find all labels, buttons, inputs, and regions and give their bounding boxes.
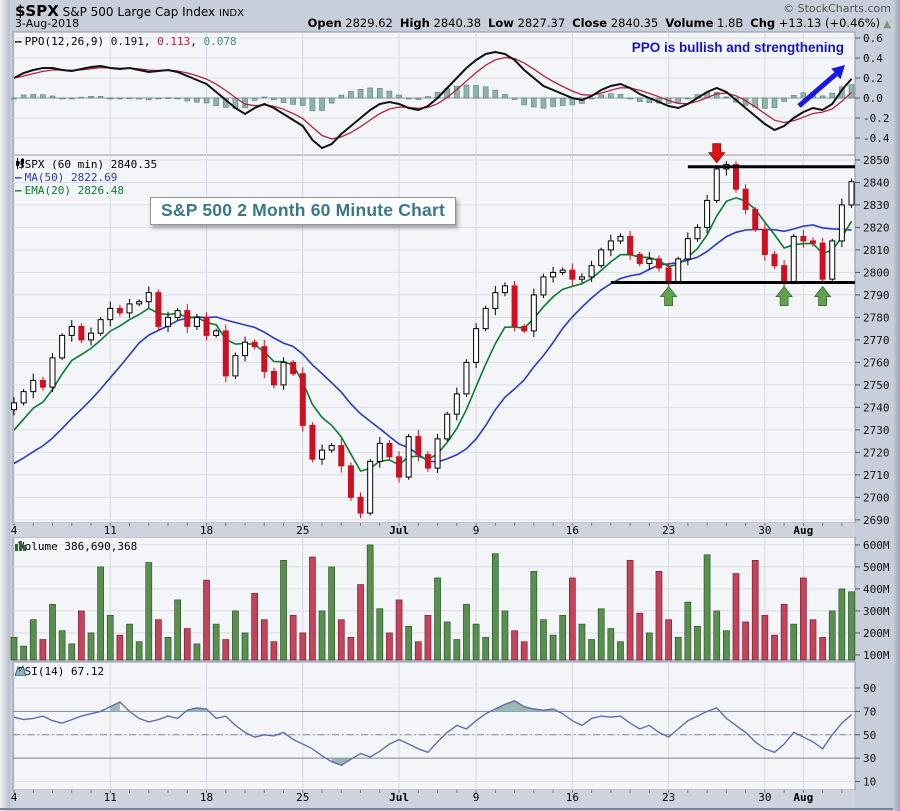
chart-date: 3-Aug-2018 [15,17,80,30]
quote-summary: Open 2829.62 High 2840.38 Low 2827.37 Close… [301,16,891,30]
y-axis-label: 2700 [863,491,890,504]
x-axis-label: 23 [662,524,675,537]
y-axis-label: -0.2 [863,112,890,125]
y-axis-label: 2690 [863,514,890,527]
change-up-triangle-icon: ▲ [880,19,891,30]
y-axis-label: 10 [863,776,876,789]
price-label-text: $SPX (60 min) 2840.35 [18,158,158,171]
rsi-label: RSI(14) 67.12 [15,665,104,678]
page-right-edge [893,0,900,811]
y-axis-label: 2730 [863,424,890,437]
ma50-label: — MA(50) 2822.69 [15,171,117,184]
y-axis-label: 2840 [863,176,890,189]
x-axis-label: 16 [566,791,579,804]
quote-high-label: High [399,16,430,30]
quote-chg-label: Chg [750,16,776,30]
x-axis-label: 4 [11,791,18,804]
page-left-edge [0,0,10,811]
ma50-text: MA(50) 2822.69 [24,171,118,184]
ppo-annotation-text: PPO is bullish and strengthening [631,40,844,55]
y-axis-label: -0.4 [863,132,890,145]
y-axis-label: 2790 [863,289,890,302]
quote-close-value: 2840.35 [607,16,659,30]
x-axis-label: 25 [296,791,309,804]
quote-close-label: Close [572,16,608,30]
x-axis-label: 16 [566,524,579,537]
x-axis-label: 9 [473,524,480,537]
y-axis-label: 2770 [863,334,890,347]
y-axis-label: 2760 [863,356,890,369]
y-axis-label: 300M [863,605,890,618]
ppo-value-main: 0.191 [110,35,144,48]
x-axis-label: 18 [200,524,213,537]
x-axis-label: 30 [758,791,771,804]
y-axis-label: 2830 [863,199,890,212]
ema20-swatch: — [15,184,22,197]
y-axis-label: 70 [863,705,876,718]
ticker-name: S&P 500 Large Cap Index [62,5,216,19]
price-label: $SPX (60 min) 2840.35 [15,158,157,171]
ppo-line-swatch: — [15,35,22,48]
volume-label-text: Volume 386,690,368 [18,540,138,553]
x-axis-label: 9 [473,791,480,804]
x-axis-label: Jul [389,791,409,804]
x-axis-label: Aug [793,524,813,537]
quote-volume-value: 1.8B [713,16,744,30]
ema20-text: EMA(20) 2826.48 [24,184,124,197]
quote-volume-label: Volume [665,16,714,30]
ppo-value-signal: 0.113 [157,35,191,48]
y-axis-label: 2810 [863,244,890,257]
ticker-symbol: $SPX [15,2,59,20]
x-axis-label: 18 [200,791,213,804]
quote-low-label: Low [488,16,514,30]
y-axis-label: 90 [863,682,876,695]
quote-open-value: 2829.62 [341,16,393,30]
y-axis-label: 50 [863,729,876,742]
quote-chg-value: +13.13 (+0.46%) [775,16,881,30]
ppo-label: — PPO(12,26,9) 0.191, 0.113, 0.078 [15,35,237,48]
x-axis-label: 23 [662,791,675,804]
x-axis-label: 25 [296,524,309,537]
y-axis-label: 0.2 [863,72,883,85]
y-axis-label: 500M [863,561,890,574]
header-row-1: $SPX S&P 500 Large Cap Index INDX [15,2,244,20]
ppo-value-hist: 0.078 [203,35,237,48]
y-axis-label: 100M [863,649,890,662]
x-axis-label: Aug [793,791,813,804]
y-axis-label: 2800 [863,266,890,279]
y-axis-label: 2850 [863,154,890,167]
ema20-label: — EMA(20) 2826.48 [15,184,124,197]
y-axis-label: 200M [863,627,890,640]
ppo-label-text: PPO(12,26,9) [24,35,105,48]
quote-high-value: 2840.38 [429,16,482,30]
y-axis-label: 2820 [863,221,890,234]
y-axis-label: 0.0 [863,92,883,105]
y-axis-label: 0.6 [863,32,883,45]
ticker-exchange: INDX [219,8,244,19]
x-axis-label: Jul [389,524,409,537]
y-axis-label: 400M [863,583,890,596]
x-axis-label: 11 [104,524,117,537]
quote-low-value: 2827.37 [513,16,566,30]
quote-open-label: Open [307,16,342,30]
y-axis-label: 600M [863,539,890,552]
y-axis-label: 2740 [863,401,890,414]
y-axis-label: 2750 [863,379,890,392]
y-axis-label: 30 [863,752,876,765]
x-axis-label: 30 [758,524,771,537]
y-axis-label: 0.4 [863,52,883,65]
volume-label: Volume 386,690,368 [15,540,137,553]
chart-title-box: S&P 500 2 Month 60 Minute Chart [150,197,456,225]
y-axis-label: 2720 [863,446,890,459]
y-axis-label: 2710 [863,469,890,482]
copyright: © StockCharts.com [783,2,891,15]
x-axis-label: 4 [11,524,18,537]
x-axis-label: 11 [104,791,117,804]
rsi-label-text: RSI(14) 67.12 [18,665,105,678]
ma50-swatch: — [15,171,22,184]
y-axis-label: 2780 [863,311,890,324]
